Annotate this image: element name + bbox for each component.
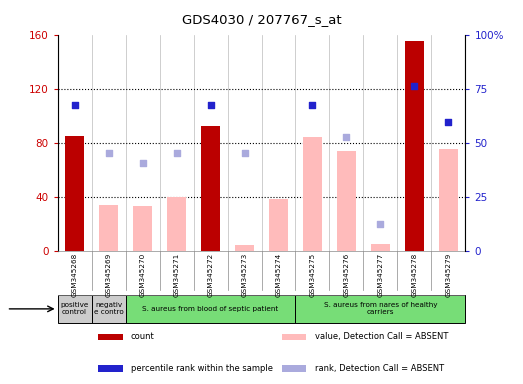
- Bar: [92, 295, 126, 323]
- Text: count: count: [131, 333, 155, 341]
- Bar: [167, 197, 186, 250]
- Point: [241, 150, 249, 156]
- Point: [411, 83, 419, 89]
- Bar: [235, 245, 254, 250]
- Bar: [329, 35, 363, 250]
- Bar: [133, 206, 152, 250]
- Bar: [201, 126, 220, 250]
- Point: [343, 134, 351, 140]
- Bar: [126, 35, 160, 250]
- Point: [105, 150, 113, 156]
- Bar: [397, 35, 431, 250]
- Bar: [439, 149, 458, 250]
- Point: [445, 119, 453, 126]
- Text: GSM345269: GSM345269: [106, 253, 111, 297]
- Text: GSM345268: GSM345268: [72, 253, 77, 297]
- Text: negativ
e contro: negativ e contro: [94, 302, 123, 315]
- Text: GSM345273: GSM345273: [242, 253, 247, 297]
- Bar: [58, 35, 92, 250]
- Text: GSM345278: GSM345278: [412, 253, 417, 297]
- Text: GSM345277: GSM345277: [378, 253, 383, 297]
- Text: GSM345270: GSM345270: [140, 253, 145, 297]
- Bar: [99, 205, 118, 250]
- Bar: [405, 41, 424, 250]
- Bar: [98, 333, 123, 340]
- Bar: [194, 35, 228, 250]
- Bar: [282, 333, 306, 340]
- Point: [138, 160, 146, 166]
- Bar: [262, 35, 295, 250]
- Text: GSM345271: GSM345271: [174, 253, 179, 297]
- Text: GDS4030 / 207767_s_at: GDS4030 / 207767_s_at: [181, 13, 342, 26]
- Bar: [431, 35, 465, 250]
- Bar: [363, 35, 397, 250]
- Point: [377, 220, 385, 227]
- Text: value, Detection Call = ABSENT: value, Detection Call = ABSENT: [314, 333, 448, 341]
- Point: [309, 102, 317, 108]
- Text: S. aureus from blood of septic patient: S. aureus from blood of septic patient: [142, 306, 279, 312]
- Bar: [295, 295, 465, 323]
- Bar: [337, 151, 356, 250]
- Bar: [228, 35, 262, 250]
- Bar: [282, 365, 306, 372]
- Text: rank, Detection Call = ABSENT: rank, Detection Call = ABSENT: [314, 364, 444, 373]
- Bar: [58, 295, 92, 323]
- Bar: [65, 136, 84, 250]
- Bar: [98, 365, 123, 372]
- Bar: [303, 137, 322, 250]
- Point: [70, 102, 78, 108]
- Bar: [269, 199, 288, 250]
- Text: GSM345274: GSM345274: [276, 253, 281, 297]
- Point: [206, 102, 215, 108]
- Bar: [160, 35, 194, 250]
- Text: S. aureus from nares of healthy
carriers: S. aureus from nares of healthy carriers: [324, 302, 437, 315]
- Bar: [371, 244, 390, 250]
- Text: percentile rank within the sample: percentile rank within the sample: [131, 364, 273, 373]
- Text: GSM345272: GSM345272: [208, 253, 213, 297]
- Point: [173, 150, 181, 156]
- Text: positive
control: positive control: [60, 302, 89, 315]
- Bar: [92, 35, 126, 250]
- Bar: [295, 35, 329, 250]
- Text: GSM345276: GSM345276: [344, 253, 349, 297]
- Text: GSM345279: GSM345279: [446, 253, 451, 297]
- Bar: [126, 295, 295, 323]
- Text: GSM345275: GSM345275: [310, 253, 315, 297]
